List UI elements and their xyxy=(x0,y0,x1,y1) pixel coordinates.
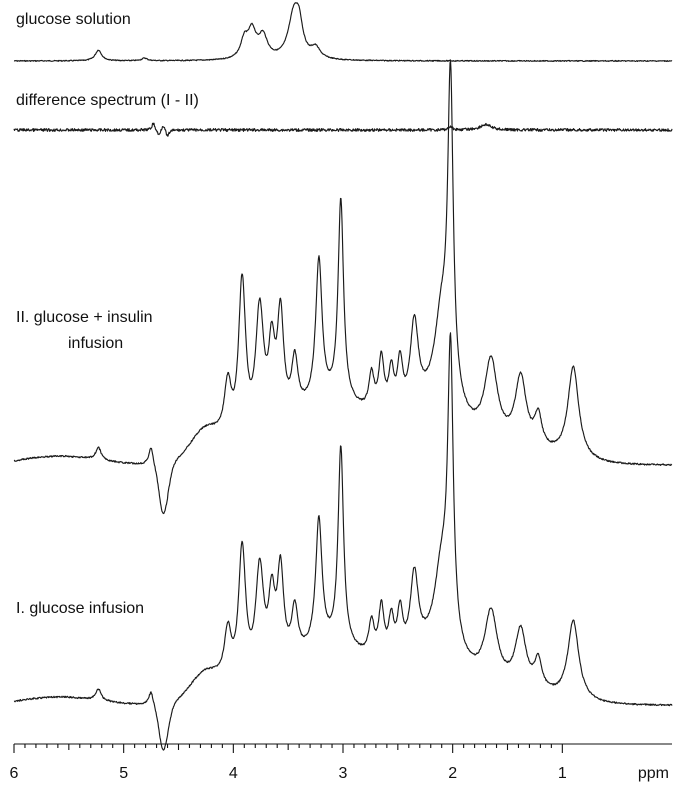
x-tick-label-3: 3 xyxy=(339,765,348,782)
x-axis-ticks: 6 5 4 3 2 1 xyxy=(10,744,567,782)
x-tick-label-2: 2 xyxy=(448,765,457,782)
x-tick-label-1: 1 xyxy=(558,765,567,782)
trace-difference-spectrum xyxy=(13,122,673,137)
trace-glucose-insulin-infusion xyxy=(13,59,673,515)
x-tick-label-5: 5 xyxy=(119,765,128,782)
trace-glucose-infusion xyxy=(13,332,673,751)
x-tick-label-6: 6 xyxy=(10,765,19,782)
trace-label-glucose-insulin-line2: infusion xyxy=(68,335,123,352)
trace-label-difference-spectrum: difference spectrum (I - II) xyxy=(16,92,199,109)
spectrum-traces xyxy=(13,2,673,751)
trace-glucose-solution xyxy=(13,2,673,63)
x-tick-label-4: 4 xyxy=(229,765,238,782)
x-axis-unit-label: ppm xyxy=(638,765,669,782)
trace-label-glucose-solution: glucose solution xyxy=(16,11,131,28)
trace-label-glucose-insulin-line1: II. glucose + insulin xyxy=(16,309,153,326)
trace-label-glucose-infusion: I. glucose infusion xyxy=(16,600,144,617)
